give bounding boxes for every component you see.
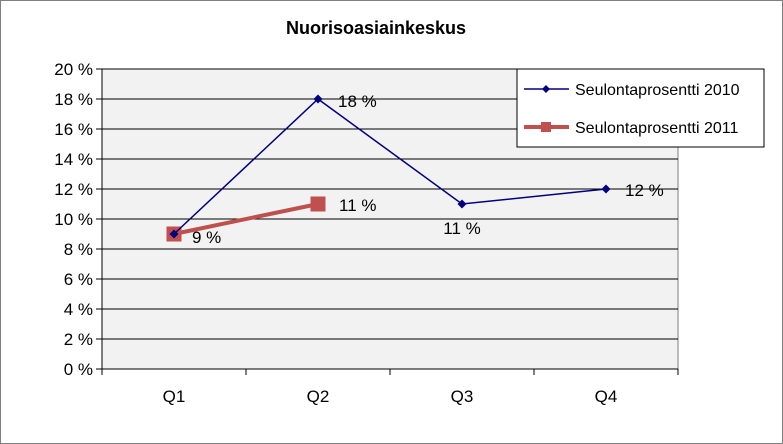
legend-entry: Seulontaprosentti 2010 xyxy=(524,82,740,99)
y-tick-label: 16 % xyxy=(54,120,93,139)
data-point-diamond xyxy=(169,229,179,239)
x-tick-label: Q1 xyxy=(163,387,186,406)
legend-box xyxy=(516,68,765,148)
y-axis: 0 % 2 % 4 % 6 % 8 % 10 % 12 % 14 % 16 % 18 % 20 % xyxy=(54,60,103,379)
data-label: 9 % xyxy=(192,228,221,247)
y-tick-label: 6 % xyxy=(64,270,93,289)
legend: Seulontaprosentti 2010 Seulontaprosentti … xyxy=(516,68,765,148)
series-line xyxy=(173,98,607,235)
data-point-diamond xyxy=(457,199,467,209)
data-label: 18 % xyxy=(338,92,377,111)
legend-marker-diamond xyxy=(542,85,550,93)
data-point-diamond xyxy=(601,184,611,194)
y-tick-label: 0 % xyxy=(64,360,93,379)
y-tick-label: 2 % xyxy=(64,330,93,349)
x-tick-label: Q3 xyxy=(451,387,474,406)
y-tick-label: 18 % xyxy=(54,90,93,109)
x-tick-label: Q4 xyxy=(595,387,618,406)
y-tick-label: 14 % xyxy=(54,150,93,169)
data-labels: 18 % 11 % 12 % 9 % 11 % xyxy=(192,92,664,247)
y-tick-label: 20 % xyxy=(54,60,93,79)
y-tick-label: 4 % xyxy=(64,300,93,319)
y-tick-label: 8 % xyxy=(64,240,93,259)
data-label: 12 % xyxy=(625,181,664,200)
y-tick-label: 12 % xyxy=(54,180,93,199)
legend-label: Seulontaprosentti 2010 xyxy=(575,82,740,99)
data-label: 11 % xyxy=(443,219,481,238)
legend-entry: Seulontaprosentti 2011 xyxy=(524,120,738,137)
series-line xyxy=(173,202,319,236)
x-tick-label: Q2 xyxy=(307,387,330,406)
series-2011 xyxy=(166,196,326,242)
x-axis: Q1 Q2 Q3 Q4 xyxy=(101,368,679,406)
data-point-square xyxy=(310,196,326,212)
y-tick-label: 10 % xyxy=(54,210,93,229)
data-label: 11 % xyxy=(339,196,377,215)
chart-title: Nuorisoasiainkeskus xyxy=(286,18,466,38)
data-point-diamond xyxy=(313,94,323,104)
legend-label: Seulontaprosentti 2011 xyxy=(575,120,738,137)
series-2010 xyxy=(169,94,611,239)
series-layer xyxy=(166,94,611,242)
legend-marker-square xyxy=(541,122,551,132)
